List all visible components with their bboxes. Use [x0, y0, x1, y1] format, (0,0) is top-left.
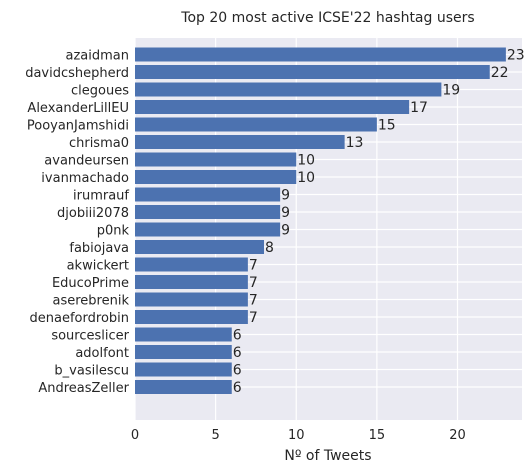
bar-AlexanderLillEU: [135, 100, 410, 114]
category-label: b_vasilescu: [54, 364, 129, 379]
bar-aserebrenik: [135, 292, 248, 307]
bar-davidcshepherd: [135, 65, 490, 79]
bar-irumrauf: [135, 187, 281, 202]
x-axis-label: Nº of Tweets: [284, 448, 371, 464]
bar-azaidman: [135, 47, 506, 62]
category-label: akwickert: [67, 259, 129, 274]
x-tick-label: 0: [131, 428, 139, 443]
bar-avandeursen: [135, 152, 297, 167]
bar-EducoPrime: [135, 275, 248, 289]
category-label: denaefordrobin: [30, 311, 129, 326]
bar-AndreasZeller: [135, 380, 232, 394]
category-label: fabiojava: [69, 241, 129, 256]
value-label: 10: [297, 170, 315, 186]
bar-ivanmachado: [135, 170, 297, 184]
category-label: djobiii2078: [57, 206, 129, 221]
category-label: clegoues: [71, 84, 129, 99]
value-label: 17: [410, 100, 428, 116]
category-label: azaidman: [66, 49, 130, 64]
value-label: 10: [297, 153, 315, 169]
category-labels: azaidman davidcshepherd clegoues AlexanderL…: [25, 49, 129, 397]
value-label: 15: [378, 118, 396, 134]
chart-title: Top 20 most active ICSE'22 hashtag users: [180, 10, 474, 26]
value-label: 9: [281, 223, 290, 239]
value-label: 23: [507, 48, 525, 64]
bar-chrisma0: [135, 135, 345, 149]
category-label: adolfont: [75, 346, 129, 361]
value-label: 7: [249, 275, 258, 291]
value-label: 7: [249, 293, 258, 309]
x-tick-labels: 0 5 10 15 20: [131, 428, 466, 443]
category-label: chrisma0: [69, 136, 129, 151]
value-label: 7: [249, 310, 258, 326]
value-label: 22: [491, 65, 509, 81]
bar-sourceslicer: [135, 327, 232, 342]
x-tick-label: 20: [449, 428, 466, 443]
bar-adolfont: [135, 345, 232, 359]
value-label: 13: [346, 135, 364, 151]
category-label: irumrauf: [73, 189, 129, 204]
bar-b_vasilescu: [135, 362, 232, 377]
value-label: 6: [233, 345, 242, 361]
category-label: p0nk: [97, 224, 130, 239]
bar-fabiojava: [135, 240, 264, 254]
category-label: avandeursen: [44, 154, 129, 169]
value-label: 9: [281, 188, 290, 204]
category-label: PooyanJamshidi: [27, 119, 129, 134]
bar-PooyanJamshidi: [135, 117, 377, 132]
category-label: sourceslicer: [51, 329, 129, 344]
x-tick-label: 15: [369, 428, 386, 443]
category-label: aserebrenik: [53, 294, 130, 309]
category-label: ivanmachado: [41, 171, 129, 186]
value-label: 6: [233, 328, 242, 344]
value-label: 8: [265, 240, 274, 256]
value-label: 9: [281, 205, 290, 221]
bar-clegoues: [135, 82, 442, 97]
category-label: davidcshepherd: [25, 66, 129, 81]
value-label: 6: [233, 380, 242, 396]
value-label: 7: [249, 258, 258, 274]
bar-djobiii2078: [135, 205, 281, 219]
bar-p0nk: [135, 222, 281, 237]
category-label: AndreasZeller: [38, 381, 129, 396]
value-label: 6: [233, 363, 242, 379]
bar-denaefordrobin: [135, 310, 248, 324]
category-label: AlexanderLillEU: [27, 101, 129, 116]
value-label: 19: [442, 83, 460, 99]
x-tick-label: 5: [211, 428, 219, 443]
bars: [135, 47, 506, 394]
x-tick-label: 10: [288, 428, 305, 443]
category-label: EducoPrime: [52, 276, 129, 291]
bar-akwickert: [135, 257, 248, 272]
